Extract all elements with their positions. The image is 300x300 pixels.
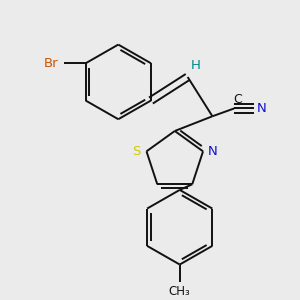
Text: N: N	[208, 145, 218, 158]
Text: CH₃: CH₃	[169, 285, 190, 298]
Text: C: C	[233, 93, 242, 106]
Text: N: N	[257, 102, 267, 115]
Text: Br: Br	[44, 57, 58, 70]
Text: H: H	[190, 59, 200, 72]
Text: S: S	[132, 145, 141, 158]
